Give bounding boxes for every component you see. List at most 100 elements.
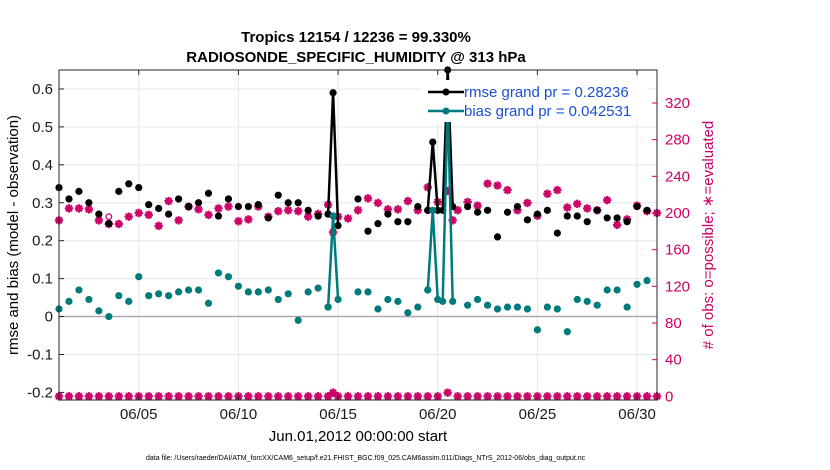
bias-point: [613, 286, 621, 294]
obs-evaluated-point: [274, 392, 283, 401]
star-stroke: [394, 392, 402, 401]
rmse-point: [603, 214, 611, 222]
y-tick-label-right: 160: [665, 242, 690, 259]
rmse-point: [105, 220, 113, 228]
obs-evaluated-point: [224, 202, 233, 211]
star-stroke: [314, 392, 322, 401]
bias-point: [563, 328, 571, 336]
star-stroke: [523, 199, 532, 207]
rmse-point: [155, 204, 163, 213]
rmse-point: [175, 195, 183, 203]
star-stroke: [274, 207, 283, 215]
plot-frame: [58, 69, 658, 401]
rmse-point: [394, 218, 402, 226]
rmse-point: [85, 199, 93, 207]
obs-evaluated-point: [94, 216, 104, 225]
star-stroke: [154, 392, 163, 401]
obs-evaluated-point: [114, 392, 123, 401]
bias-point: [65, 297, 73, 305]
tick-layer: [59, 70, 657, 400]
rmse-point: [583, 218, 591, 226]
obs-evaluated-point: [84, 392, 94, 401]
star-stroke: [453, 392, 462, 401]
star-stroke: [105, 392, 113, 401]
star-stroke: [164, 197, 173, 205]
rmse-point: [95, 210, 103, 218]
obs-evaluated-point: [104, 392, 114, 401]
rmse-point: [354, 195, 362, 203]
bias-point: [314, 284, 322, 292]
bias-point: [623, 303, 631, 311]
obs-evaluated-point: [184, 392, 193, 401]
y-tick-label-right: 320: [665, 95, 690, 112]
star-stroke: [344, 392, 352, 401]
bias-point: [125, 297, 133, 305]
bias-point: [464, 301, 472, 309]
y-tick-label-right: 200: [665, 205, 690, 222]
star-stroke: [274, 392, 283, 401]
star-stroke: [204, 392, 213, 401]
obs-evaluated-point: [493, 181, 502, 190]
obs-evaluated-point: [214, 204, 223, 213]
bias-point: [643, 276, 651, 285]
obs-evaluated-point: [254, 392, 263, 401]
bias-point: [593, 301, 601, 309]
bias-point: [553, 305, 561, 313]
bias-point: [354, 288, 362, 296]
y-tick-label-left: 0.2: [32, 233, 53, 250]
rmse-point: [613, 214, 621, 222]
obs-evaluated-point: [583, 204, 592, 213]
rmse-point: [593, 206, 601, 214]
obs-evaluated-point: [284, 206, 293, 215]
obs-evaluated-point: [144, 392, 153, 401]
x-tick-label: 06/25: [519, 406, 557, 423]
star-stroke: [583, 204, 591, 213]
rmse-point: [493, 233, 502, 241]
x-tick-label: 06/15: [319, 406, 357, 423]
star-stroke: [563, 203, 572, 212]
legend: rmse grand pr = 0.28236 bias grand pr = …: [422, 80, 647, 122]
bias-point: [513, 303, 522, 311]
bias-point: [384, 295, 392, 304]
bias-point: [603, 286, 611, 294]
obs-evaluated-point: [523, 392, 532, 401]
bias-point: [204, 299, 213, 307]
bias-point: [414, 303, 422, 311]
star-stroke: [553, 392, 562, 401]
star-stroke: [284, 206, 292, 214]
y-tick-label-right: 80: [665, 315, 682, 332]
rmse-point: [264, 214, 272, 222]
obs-evaluated-point: [563, 203, 572, 212]
x-tick-label: 06/10: [220, 406, 258, 423]
obs-evaluated-point: [154, 221, 163, 231]
obs-evaluated-point: [622, 392, 632, 401]
obs-evaluated-point: [64, 392, 74, 401]
bias-point: [429, 206, 437, 214]
obs-evaluated-point: [74, 392, 84, 401]
x-tick-label: 06/05: [120, 406, 158, 423]
obs-evaluated-point: [563, 392, 572, 401]
bias-point: [105, 312, 113, 321]
obs-evaluated-point: [154, 392, 163, 401]
obs-evaluated-point: [373, 198, 383, 208]
rmse-point: [329, 89, 337, 97]
star-stroke: [115, 392, 123, 401]
legend-rmse-label: rmse grand pr = 0.28236: [464, 84, 629, 101]
obs-evaluated-point: [353, 206, 363, 215]
obs-evaluated-point: [64, 204, 74, 213]
y-tick-label-right: 120: [665, 278, 690, 295]
star-stroke: [194, 392, 203, 401]
obs-evaluated-point: [274, 206, 283, 216]
rmse-point: [75, 187, 83, 195]
star-stroke: [483, 179, 492, 188]
bias-point: [503, 303, 512, 311]
obs-evaluated-point: [373, 392, 383, 401]
star-stroke: [354, 392, 362, 401]
star-stroke: [204, 211, 213, 219]
x-tick-label: 06/30: [618, 406, 656, 423]
star-stroke: [264, 392, 273, 401]
obs-evaluated-point: [573, 199, 582, 209]
rmse-point: [429, 138, 437, 146]
star-stroke: [503, 392, 512, 401]
star-stroke: [224, 392, 233, 401]
